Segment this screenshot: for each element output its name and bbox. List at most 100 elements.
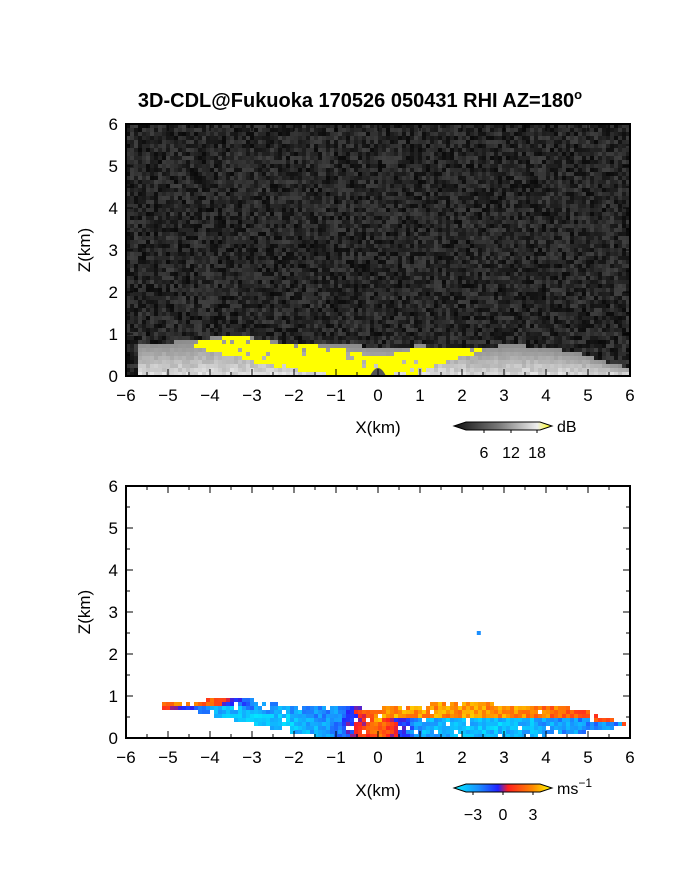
reflectivity-cell (266, 196, 270, 200)
reflectivity-cell (274, 244, 278, 248)
reflectivity-cell (278, 228, 282, 232)
reflectivity-cell (330, 184, 334, 188)
reflectivity-cell (546, 216, 550, 220)
reflectivity-cell (542, 196, 546, 200)
reflectivity-cell (162, 260, 166, 264)
reflectivity-cell (206, 144, 210, 148)
reflectivity-cell (506, 192, 510, 196)
reflectivity-cell (254, 132, 258, 136)
reflectivity-cell (218, 248, 222, 252)
reflectivity-cell (454, 192, 458, 196)
reflectivity-cell (290, 200, 294, 204)
reflectivity-cell (266, 224, 270, 228)
reflectivity-cell (170, 248, 174, 252)
reflectivity-cell (162, 164, 166, 168)
reflectivity-cell (574, 236, 578, 240)
reflectivity-cell (526, 128, 530, 132)
reflectivity-cell (146, 180, 150, 184)
reflectivity-cell (346, 236, 350, 240)
reflectivity-cell (274, 156, 278, 160)
reflectivity-cell (242, 268, 246, 272)
reflectivity-cell (314, 276, 318, 280)
reflectivity-cell (310, 204, 314, 208)
reflectivity-cell (494, 208, 498, 212)
reflectivity-cell (306, 156, 310, 160)
reflectivity-cell (386, 212, 390, 216)
reflectivity-cell (378, 260, 382, 264)
reflectivity-cell (482, 196, 486, 200)
reflectivity-cell (158, 260, 162, 264)
reflectivity-cell (158, 276, 162, 280)
reflectivity-cell (194, 192, 198, 196)
reflectivity-cell (502, 164, 506, 168)
reflectivity-cell (426, 280, 430, 284)
reflectivity-cell (450, 172, 454, 176)
reflectivity-cell (294, 212, 298, 216)
reflectivity-cell (570, 192, 574, 196)
reflectivity-cell (134, 168, 138, 172)
reflectivity-cell (358, 168, 362, 172)
reflectivity-cell (386, 184, 390, 188)
reflectivity-cell (342, 180, 346, 184)
reflectivity-cell (278, 176, 282, 180)
reflectivity-cell (470, 180, 474, 184)
reflectivity-cell (262, 148, 266, 152)
reflectivity-cell (258, 180, 262, 184)
reflectivity-cell (394, 264, 398, 268)
reflectivity-cell (346, 276, 350, 280)
reflectivity-cell (546, 240, 550, 244)
reflectivity-cell (270, 144, 274, 148)
reflectivity-cell (330, 256, 334, 260)
reflectivity-cell (382, 204, 386, 208)
reflectivity-cell (174, 276, 178, 280)
reflectivity-cell (486, 220, 490, 224)
reflectivity-cell (546, 200, 550, 204)
reflectivity-cell (174, 208, 178, 212)
reflectivity-cell (458, 152, 462, 156)
reflectivity-cell (602, 264, 606, 268)
reflectivity-cell (278, 160, 282, 164)
reflectivity-cell (206, 260, 210, 264)
reflectivity-cell (126, 208, 130, 212)
reflectivity-cell (626, 212, 630, 216)
reflectivity-cell (230, 156, 234, 160)
reflectivity-cell (330, 140, 334, 144)
reflectivity-cell (394, 128, 398, 132)
reflectivity-cell (302, 272, 306, 276)
reflectivity-cell (422, 196, 426, 200)
reflectivity-cell (570, 268, 574, 272)
reflectivity-cell (354, 172, 358, 176)
reflectivity-cell (418, 140, 422, 144)
reflectivity-cell (154, 168, 158, 172)
reflectivity-cell (606, 196, 610, 200)
reflectivity-cell (202, 252, 206, 256)
reflectivity-cell (478, 216, 482, 220)
reflectivity-cell (222, 148, 226, 152)
reflectivity-cell (258, 144, 262, 148)
reflectivity-cell (414, 184, 418, 188)
reflectivity-cell (538, 148, 542, 152)
reflectivity-cell (354, 168, 358, 172)
reflectivity-cell (226, 264, 230, 268)
reflectivity-cell (558, 188, 562, 192)
reflectivity-cell (398, 204, 402, 208)
reflectivity-cell (542, 264, 546, 268)
reflectivity-cell (586, 232, 590, 236)
reflectivity-cell (258, 192, 262, 196)
reflectivity-cell (458, 260, 462, 264)
reflectivity-cell (234, 224, 238, 228)
reflectivity-cell (230, 208, 234, 212)
reflectivity-cell (222, 240, 226, 244)
reflectivity-cell (430, 272, 434, 276)
reflectivity-cell (514, 160, 518, 164)
reflectivity-cell (206, 276, 210, 280)
reflectivity-cell (194, 272, 198, 276)
reflectivity-cell (358, 244, 362, 248)
reflectivity-cell (166, 216, 170, 220)
reflectivity-cell (478, 176, 482, 180)
reflectivity-cell (450, 216, 454, 220)
reflectivity-cell (366, 188, 370, 192)
reflectivity-cell (562, 200, 566, 204)
reflectivity-cell (134, 136, 138, 140)
reflectivity-cell (438, 216, 442, 220)
